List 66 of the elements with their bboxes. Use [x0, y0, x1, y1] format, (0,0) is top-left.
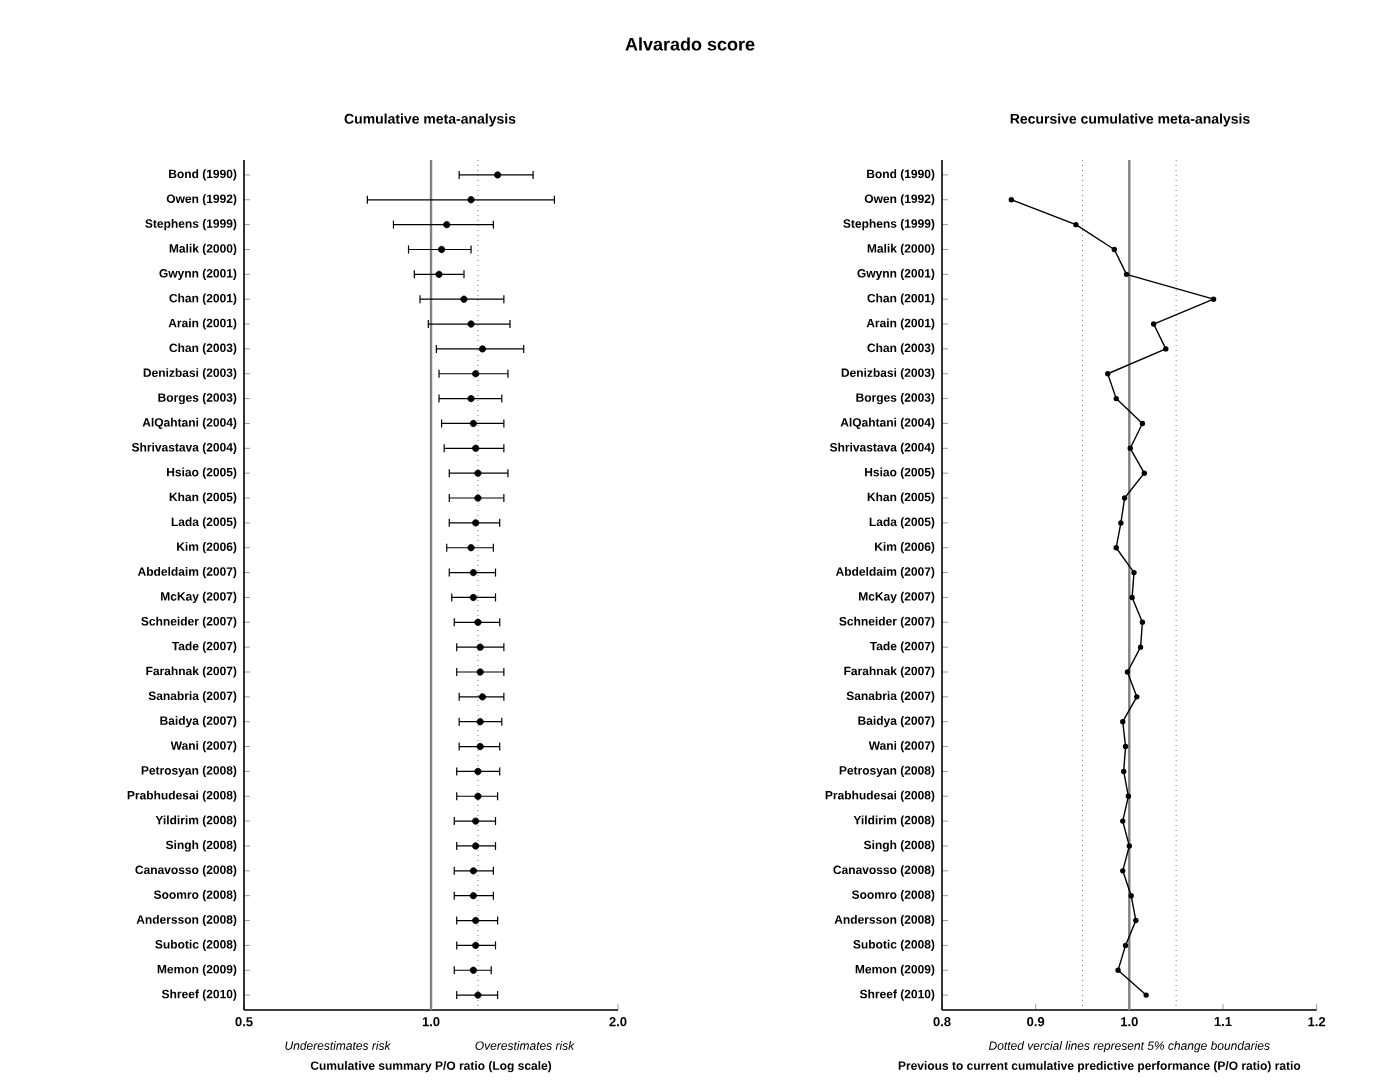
- point: [474, 991, 482, 999]
- point: [474, 469, 482, 477]
- point: [469, 419, 477, 428]
- text: Alvarado score: [625, 37, 755, 51]
- point: [474, 618, 482, 626]
- point: [472, 842, 480, 850]
- point: [1113, 545, 1119, 551]
- point: [478, 693, 487, 701]
- point: [472, 817, 480, 825]
- point: [1105, 371, 1111, 377]
- point: [467, 395, 475, 403]
- point: [472, 370, 480, 378]
- point: [1120, 868, 1126, 874]
- point: [472, 916, 480, 925]
- point: [443, 221, 451, 229]
- point: [478, 345, 487, 353]
- point: [469, 593, 477, 602]
- point: [1008, 197, 1015, 203]
- point: [1131, 569, 1137, 576]
- point: [494, 171, 502, 179]
- point: [1118, 520, 1124, 526]
- point: [472, 444, 480, 452]
- point: [1143, 992, 1149, 998]
- point: [1121, 495, 1128, 501]
- point: [476, 668, 484, 676]
- point: [469, 892, 477, 900]
- point: [1120, 818, 1126, 824]
- point: [1150, 321, 1157, 327]
- point: [472, 519, 480, 527]
- point: [1120, 768, 1127, 775]
- point: [474, 494, 482, 502]
- point: [469, 966, 477, 974]
- point: [1163, 346, 1169, 352]
- point: [1137, 644, 1144, 650]
- point: [476, 718, 484, 726]
- point: [437, 245, 446, 254]
- point: [467, 196, 475, 204]
- point: [469, 867, 477, 875]
- point: [1113, 395, 1119, 402]
- point: [474, 767, 482, 776]
- point: [1073, 221, 1079, 228]
- point: [1139, 420, 1146, 427]
- point: [1210, 296, 1217, 302]
- point: [1120, 719, 1126, 725]
- point: [1128, 892, 1134, 899]
- point: [1122, 743, 1129, 750]
- point: [1127, 445, 1133, 452]
- point: [1139, 619, 1146, 625]
- point: [1115, 967, 1121, 973]
- point: [1124, 669, 1131, 675]
- point: [435, 270, 443, 278]
- point: [1126, 843, 1133, 849]
- point: [1122, 942, 1129, 949]
- point: [1111, 246, 1118, 253]
- point: [476, 742, 484, 751]
- point: [474, 792, 482, 800]
- point: [476, 643, 484, 651]
- point: [1125, 793, 1132, 799]
- point: [1141, 470, 1147, 476]
- point: [1129, 594, 1135, 601]
- point: [467, 544, 475, 552]
- point: [469, 568, 477, 577]
- point: [467, 320, 475, 328]
- point: [460, 295, 468, 303]
- point: [1133, 917, 1139, 924]
- point: [472, 941, 480, 949]
